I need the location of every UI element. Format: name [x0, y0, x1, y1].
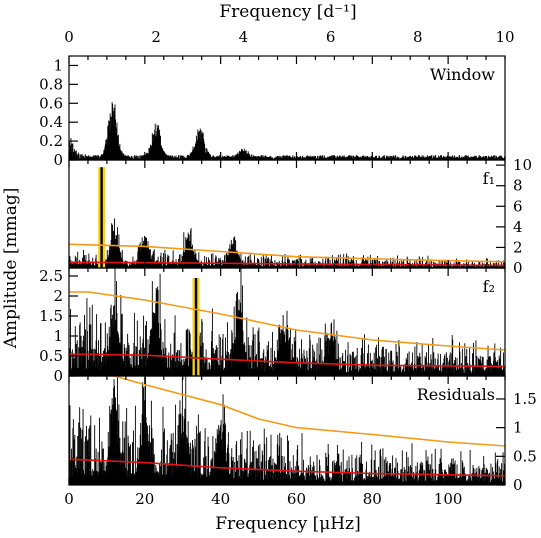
y-tick-label: 8	[513, 177, 523, 195]
panel-1-signal	[68, 102, 506, 160]
panel-1-label: Window	[430, 65, 495, 84]
y-tick-label: 2.5	[39, 267, 63, 285]
panel-3-label: f₂	[483, 277, 495, 296]
panel-3-signal	[68, 268, 506, 376]
x-tick-label-top: 2	[151, 28, 161, 46]
panel-1: 00.20.40.60.81 Window	[39, 55, 506, 169]
x-tick-label-bottom: 40	[211, 490, 230, 508]
y-tick-label: 2	[53, 287, 63, 305]
panel-2-frame	[68, 159, 506, 269]
panel-4-noise-curve	[68, 458, 506, 477]
y-tick-label: 1.5	[513, 390, 537, 408]
bottom-axis-label: Frequency [μHz]	[215, 514, 360, 534]
x-tick-label-bottom: 20	[135, 490, 154, 508]
x-tick-label-top: 4	[239, 28, 249, 46]
y-tick-label: 0	[53, 367, 63, 385]
y-tick-label: 0.4	[39, 113, 63, 131]
panel-2-label: f₁	[483, 169, 495, 188]
panel-2-threshold-curve	[68, 243, 506, 263]
y-tick-label: 0.5	[513, 447, 537, 465]
y-tick-label: 0.5	[39, 347, 63, 365]
panel-4-frame	[68, 375, 506, 486]
x-tick-label-top: 10	[495, 28, 514, 46]
y-tick-label: 0.6	[39, 94, 63, 112]
y-tick-label: 6	[513, 197, 523, 215]
x-tick-label-top: 0	[64, 28, 74, 46]
x-tick-label-bottom: 0	[64, 490, 74, 508]
x-tick-label-top: 8	[413, 28, 423, 46]
y-tick-label: 1	[513, 419, 523, 437]
panel-4: 0 0.5 1 1.5 Residuals	[68, 375, 537, 494]
y-tick-label: 10	[513, 156, 532, 174]
y-tick-label: 1	[53, 327, 63, 345]
y-tick-label: 1	[53, 56, 63, 74]
x-tick-label-bottom: 100	[434, 490, 463, 508]
y-tick-label: 4	[513, 218, 523, 236]
y-tick-label: 0	[53, 151, 63, 169]
top-axis-label: Frequency [d⁻¹]	[219, 2, 356, 22]
x-tick-label-bottom: 60	[287, 490, 306, 508]
y-tick-label: 0	[513, 259, 523, 277]
x-tick-label-bottom: 80	[363, 490, 382, 508]
x-tick-label-top: 6	[326, 28, 336, 46]
y-tick-label: 0.8	[39, 75, 63, 93]
y-tick-label: 0	[513, 476, 523, 494]
y-tick-label: 0.2	[39, 132, 63, 150]
y-axis-label: Amplitude [mmag]	[1, 188, 21, 350]
panel-3: 0 0.5 1 1.5 2 2.5 f₂	[39, 267, 506, 385]
panel-2: 0 2 4 6 8 10 f₁	[68, 156, 532, 277]
panel-4-threshold-curve	[114, 375, 506, 447]
y-tick-label: 2	[513, 238, 523, 256]
panel-4-label: Residuals	[417, 385, 495, 404]
panel-3-threshold-curve	[69, 291, 506, 351]
panel-2-noise-curve	[68, 261, 506, 267]
y-tick-label: 1.5	[39, 307, 63, 325]
panel-3-noise-curve	[68, 353, 506, 368]
